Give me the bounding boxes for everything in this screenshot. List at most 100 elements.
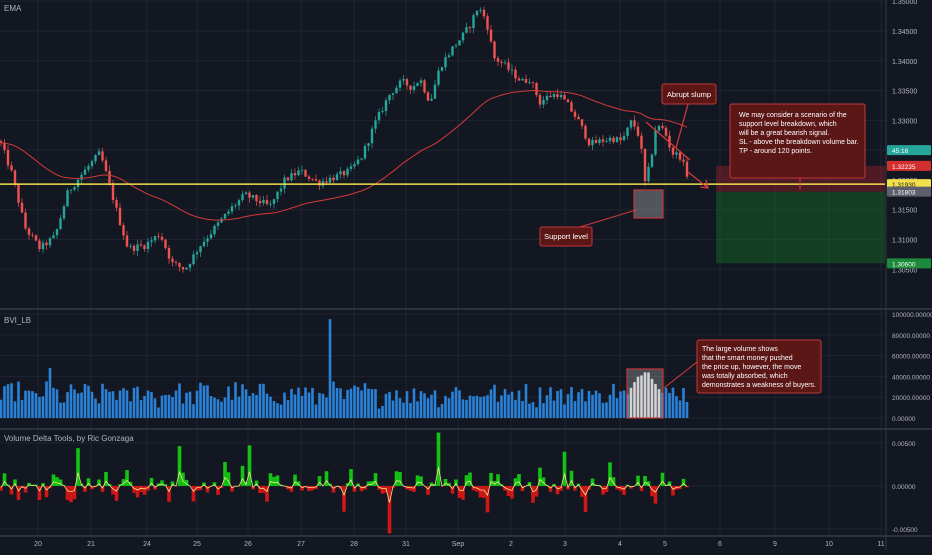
volume-bar — [465, 400, 468, 418]
candle-body — [525, 79, 527, 83]
candle-body — [255, 195, 257, 201]
candle-body — [420, 80, 422, 83]
candle-body — [164, 240, 166, 248]
candle-body — [535, 83, 537, 95]
delta-bar — [136, 486, 140, 497]
candle-body — [31, 235, 33, 236]
volume-note-callout[interactable]: The large volume shows that the smart mo… — [697, 340, 821, 393]
candle-body — [661, 126, 663, 128]
volume-bar — [206, 385, 209, 418]
scenario-callout[interactable]: We may consider a scenario of the suppor… — [730, 104, 865, 178]
candle-body — [350, 166, 352, 169]
candle-body — [45, 243, 47, 246]
candle-body — [63, 206, 65, 218]
volume-bar — [560, 389, 563, 418]
volume-bar — [203, 385, 206, 418]
candle-body — [276, 192, 278, 200]
volume-bar — [612, 384, 615, 418]
candle-body — [168, 248, 170, 259]
candle-body — [126, 236, 128, 247]
candle-body — [262, 200, 264, 203]
delta-bar — [125, 470, 129, 486]
delta-tick-label: -0.00500 — [892, 527, 918, 534]
volume-bar — [542, 403, 545, 418]
candle-body — [185, 268, 187, 270]
volume-bar — [192, 404, 195, 418]
volume-bar — [171, 397, 174, 418]
volume-bar — [122, 388, 125, 418]
volume-bar — [339, 388, 342, 418]
delta-bar — [181, 473, 185, 486]
volume-bar — [287, 400, 290, 418]
candle-body — [434, 85, 436, 99]
candle-body — [385, 100, 387, 111]
delta-bar — [55, 477, 59, 486]
volume-bar — [679, 400, 682, 418]
delta-bar — [311, 486, 315, 490]
support-level-label: Support level — [544, 232, 588, 241]
candle-body — [290, 173, 292, 180]
candle-body — [514, 70, 516, 79]
candle-body — [399, 81, 401, 88]
volume-bar — [185, 393, 188, 418]
candle-body — [497, 58, 499, 61]
delta-bar — [325, 471, 329, 486]
candle-body — [469, 27, 471, 28]
candle-body — [444, 57, 446, 67]
delta-bar — [654, 486, 658, 504]
volume-bar — [448, 398, 451, 418]
delta-bar — [69, 486, 73, 502]
candle-body — [416, 83, 418, 86]
candle-body — [451, 46, 453, 55]
delta-tick-label: 0.00000 — [892, 484, 916, 491]
volume-bar — [220, 402, 223, 418]
time-tick-label: 11 — [877, 541, 884, 548]
candle-body — [129, 246, 131, 247]
volume-bar — [28, 391, 31, 418]
candle-body — [42, 243, 44, 249]
candle-body — [52, 235, 54, 238]
volume-bar — [616, 398, 619, 418]
candle-body — [560, 95, 562, 97]
candle-body — [406, 79, 408, 85]
candle-body — [448, 55, 450, 57]
volume-bar — [434, 390, 437, 418]
candle-body — [616, 137, 618, 142]
volume-bar — [602, 403, 605, 418]
volume-bar — [430, 395, 433, 418]
volume-bar — [577, 392, 580, 418]
candle-body — [507, 62, 509, 69]
volume-bar — [364, 383, 367, 418]
volume-bar — [420, 391, 423, 418]
volume-bar — [157, 407, 160, 418]
volume-bar — [273, 401, 276, 418]
delta-bar — [409, 486, 413, 491]
volume-bar — [413, 388, 416, 418]
delta-bar — [272, 477, 276, 486]
candle-body — [332, 178, 334, 181]
candle-body — [553, 94, 555, 97]
volume-bar — [546, 395, 549, 418]
candle-body — [101, 151, 103, 160]
candle-body — [518, 78, 520, 80]
candle-body — [539, 95, 541, 105]
volume-bar — [539, 387, 542, 418]
candle-body — [59, 218, 61, 229]
support-level-callout[interactable]: Support level — [540, 227, 592, 246]
price-tick-label: 1.34500 — [892, 29, 917, 36]
volume-bar — [318, 393, 321, 418]
volume-bar — [675, 396, 678, 418]
volume-bar — [10, 383, 13, 418]
volume-bar — [350, 389, 353, 418]
volume-bar — [315, 404, 318, 418]
volume-bar — [119, 391, 122, 418]
candle-body — [14, 170, 16, 184]
candle-body — [570, 102, 572, 111]
candle-body — [318, 181, 320, 186]
time-tick-label: Sep — [452, 541, 465, 548]
candle-body — [238, 200, 240, 205]
abrupt-slump-callout[interactable]: Abrupt slump — [662, 84, 716, 104]
candle-body — [315, 179, 317, 180]
candle-body — [3, 143, 5, 150]
